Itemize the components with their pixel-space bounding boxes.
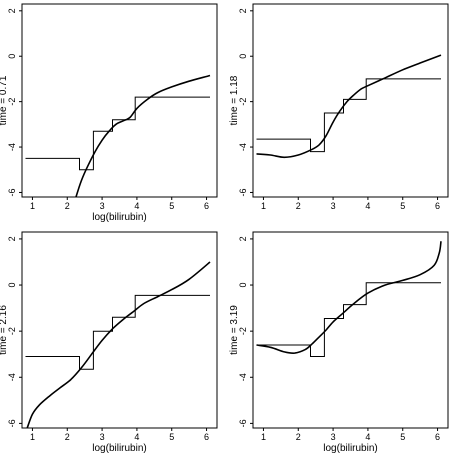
y-tick-label: -4 [238,143,248,151]
x-tick-label: 4 [134,201,139,211]
x-tick-label: 2 [296,201,301,211]
y-axis-label: time = 0.71 [0,75,9,125]
y-tick-label: -2 [238,327,248,335]
smooth-series-line [75,74,211,197]
x-tick-label: 6 [435,201,440,211]
x-tick-label: 5 [400,432,405,442]
x-tick-label: 2 [65,201,70,211]
y-tick-label: -6 [7,188,17,196]
y-tick-label: 2 [238,236,248,241]
x-axis-label: log(bilirubin) [92,443,146,454]
y-tick-label: -2 [7,327,17,335]
panel-3: 1 2 3 4 5 6 2 0 -2 -4 -6 log(bilirubin) time = 2.16 [0,231,218,454]
x-tick-label: 4 [365,432,370,442]
x-tick-label: 1 [30,201,35,211]
step-series-line [256,78,441,153]
x-tick-label: 3 [100,201,105,211]
plot-frame [21,231,218,429]
x-tick-label: 3 [100,432,105,442]
x-tick-label: 2 [296,432,301,442]
x-tick-label: 5 [169,432,174,442]
panel-2: 1 2 3 4 5 6 2 0 -2 -4 -6 time = 1.18 [229,3,449,211]
x-tick-label: 1 [30,432,35,442]
y-tick-label: -2 [238,98,248,106]
x-tick-label: 6 [204,432,209,442]
step-series-line [256,282,441,357]
smooth-series-line [256,54,442,159]
plot-frame [252,231,449,429]
y-tick-label: -4 [7,373,17,381]
y-tick-label: 2 [238,8,248,13]
y-tick-label: 2 [7,236,17,241]
y-tick-label: 0 [7,54,17,59]
y-tick-label: -2 [7,98,17,106]
y-axis-label: time = 1.18 [229,75,240,125]
y-tick-label: 0 [7,283,17,288]
x-tick-label: 6 [204,201,209,211]
y-tick-label: -6 [238,419,248,427]
x-tick-label: 4 [134,432,139,442]
x-tick-label: 4 [365,201,370,211]
panel-4: 1 2 3 4 5 6 2 0 -2 -4 -6 log(bilirubin) time = 3.19 [229,231,449,454]
x-tick-label: 5 [400,201,405,211]
x-tick-label: 1 [261,432,266,442]
smooth-series-line [256,241,442,354]
y-axis-label: time = 2.16 [0,305,9,355]
x-tick-label: 2 [65,432,70,442]
smooth-series-line [26,261,211,428]
y-tick-label: -4 [238,373,248,381]
y-tick-label: 2 [7,8,17,13]
y-tick-label: -6 [7,419,17,427]
x-tick-label: 1 [261,201,266,211]
plot-frame [252,3,449,198]
y-tick-label: -4 [7,143,17,151]
x-axis-label: log(bilirubin) [323,443,377,454]
x-axis-label: log(bilirubin) [92,212,146,223]
plot-frame [21,3,218,198]
y-tick-label: 0 [238,54,248,59]
x-tick-label: 3 [331,201,336,211]
x-tick-label: 5 [169,201,174,211]
step-series-line [25,294,210,370]
y-tick-label: -6 [238,188,248,196]
y-axis-label: time = 3.19 [229,305,240,355]
panel-1: 1 2 3 4 5 6 2 0 -2 -4 -6 log(bilirubin) time = 0.71 [0,3,218,223]
step-series-line [25,96,210,171]
x-tick-label: 6 [435,432,440,442]
y-tick-label: 0 [238,283,248,288]
x-tick-label: 3 [331,432,336,442]
